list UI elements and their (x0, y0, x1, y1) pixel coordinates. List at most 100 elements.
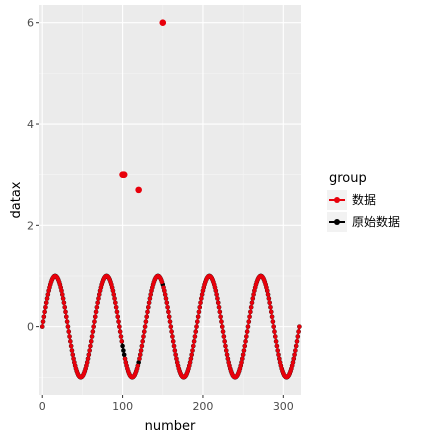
series-data-point (111, 292, 116, 297)
series-data-point (215, 296, 220, 301)
series-data-point (122, 356, 127, 361)
series-data-point (65, 324, 70, 329)
series-data-point (61, 296, 66, 301)
series-data-point (46, 288, 51, 293)
x-axis-title: number (145, 419, 196, 434)
series-data-point (196, 309, 201, 314)
series-data-point (275, 348, 280, 353)
series-data-point (96, 296, 101, 301)
series-data-point (143, 319, 148, 324)
series-data-outlier (120, 171, 128, 178)
series-data-point (62, 305, 67, 310)
series-data-point (265, 288, 270, 293)
series-data-point (192, 339, 197, 344)
series-data-point (223, 344, 228, 349)
series-data-point (166, 309, 171, 314)
series-data-point (110, 285, 115, 290)
series-data-point (277, 356, 282, 361)
series-data-point (69, 344, 74, 349)
series-data-point (174, 356, 179, 361)
series-data-point (190, 348, 195, 353)
series-data-point (171, 339, 176, 344)
series-data-point (169, 329, 174, 334)
series-data-point (44, 300, 49, 305)
y-tick-label: 2 (27, 219, 34, 232)
plot-panel (39, 5, 301, 395)
series-data-point (94, 305, 99, 310)
legend: group 数据 原始数据 (327, 171, 400, 232)
series-data-point (271, 324, 276, 329)
series-data-point (90, 334, 95, 339)
series-data-point (115, 314, 120, 319)
y-tick-label: 0 (27, 321, 34, 334)
series-data-point (172, 344, 177, 349)
series-data-point (268, 305, 273, 310)
series-data-point (91, 324, 96, 329)
series-data-point (60, 292, 65, 297)
series-data-point (244, 334, 249, 339)
grid-major (39, 5, 301, 395)
series-data-point (192, 334, 197, 339)
series-data-point (86, 356, 91, 361)
series-data-point (114, 309, 119, 314)
series-data-point (239, 360, 244, 365)
series-data-point (95, 300, 100, 305)
series-data-point (147, 300, 152, 305)
series-data-point (241, 352, 246, 357)
series-data-point (214, 292, 219, 297)
series-data-point (149, 288, 154, 293)
series-data-point (218, 314, 223, 319)
series-data-point (216, 300, 221, 305)
series-data-point (110, 288, 115, 293)
y-tick-label: 4 (27, 118, 34, 131)
series-data-point (88, 344, 93, 349)
series-data-point (98, 288, 103, 293)
series-data-point (250, 296, 255, 301)
series-data-point (67, 334, 72, 339)
series-data-point (89, 339, 94, 344)
series-data-point (146, 305, 151, 310)
series-original-point (136, 360, 141, 365)
series-data-point (142, 329, 147, 334)
series-data-point (252, 288, 257, 293)
series-data-point (292, 352, 297, 357)
series-data-point (243, 339, 248, 344)
series-data-point (123, 360, 128, 365)
series-data-point (188, 360, 193, 365)
series-data-point (145, 309, 150, 314)
y-tick-label: 6 (27, 17, 34, 30)
series-data-point (195, 319, 200, 324)
series-data-point (85, 360, 90, 365)
x-tick-label: 0 (39, 400, 46, 413)
series-data-point (242, 344, 247, 349)
x-tick-label: 300 (273, 400, 294, 413)
series-data-point (225, 356, 230, 361)
series-data-point (118, 334, 123, 339)
series-data-point (173, 352, 178, 357)
series-data-point (221, 334, 226, 339)
series-data-point (224, 348, 229, 353)
series-data-point (72, 360, 77, 365)
y-axis-title: datax (9, 181, 24, 218)
series-data-point (113, 300, 118, 305)
series-data-point (295, 334, 300, 339)
series-data-point (249, 300, 254, 305)
series-data-point (42, 309, 47, 314)
legend-title: group (329, 171, 367, 186)
series-data-point (117, 324, 122, 329)
series-data-point (116, 319, 121, 324)
series-data-point (290, 360, 295, 365)
legend-label-0: 数据 (352, 192, 376, 207)
series-data-point (139, 344, 144, 349)
series-data-point (94, 309, 99, 314)
series-data-point (167, 314, 172, 319)
series-data-point (294, 339, 299, 344)
series-data-point (112, 296, 117, 301)
series-data-point (59, 288, 64, 293)
series-data-point (63, 309, 68, 314)
series-data-point (135, 363, 140, 368)
series-data-point (264, 285, 269, 290)
series-data-point (45, 296, 50, 301)
series-data-outlier (135, 186, 142, 194)
series-data-point (270, 314, 275, 319)
